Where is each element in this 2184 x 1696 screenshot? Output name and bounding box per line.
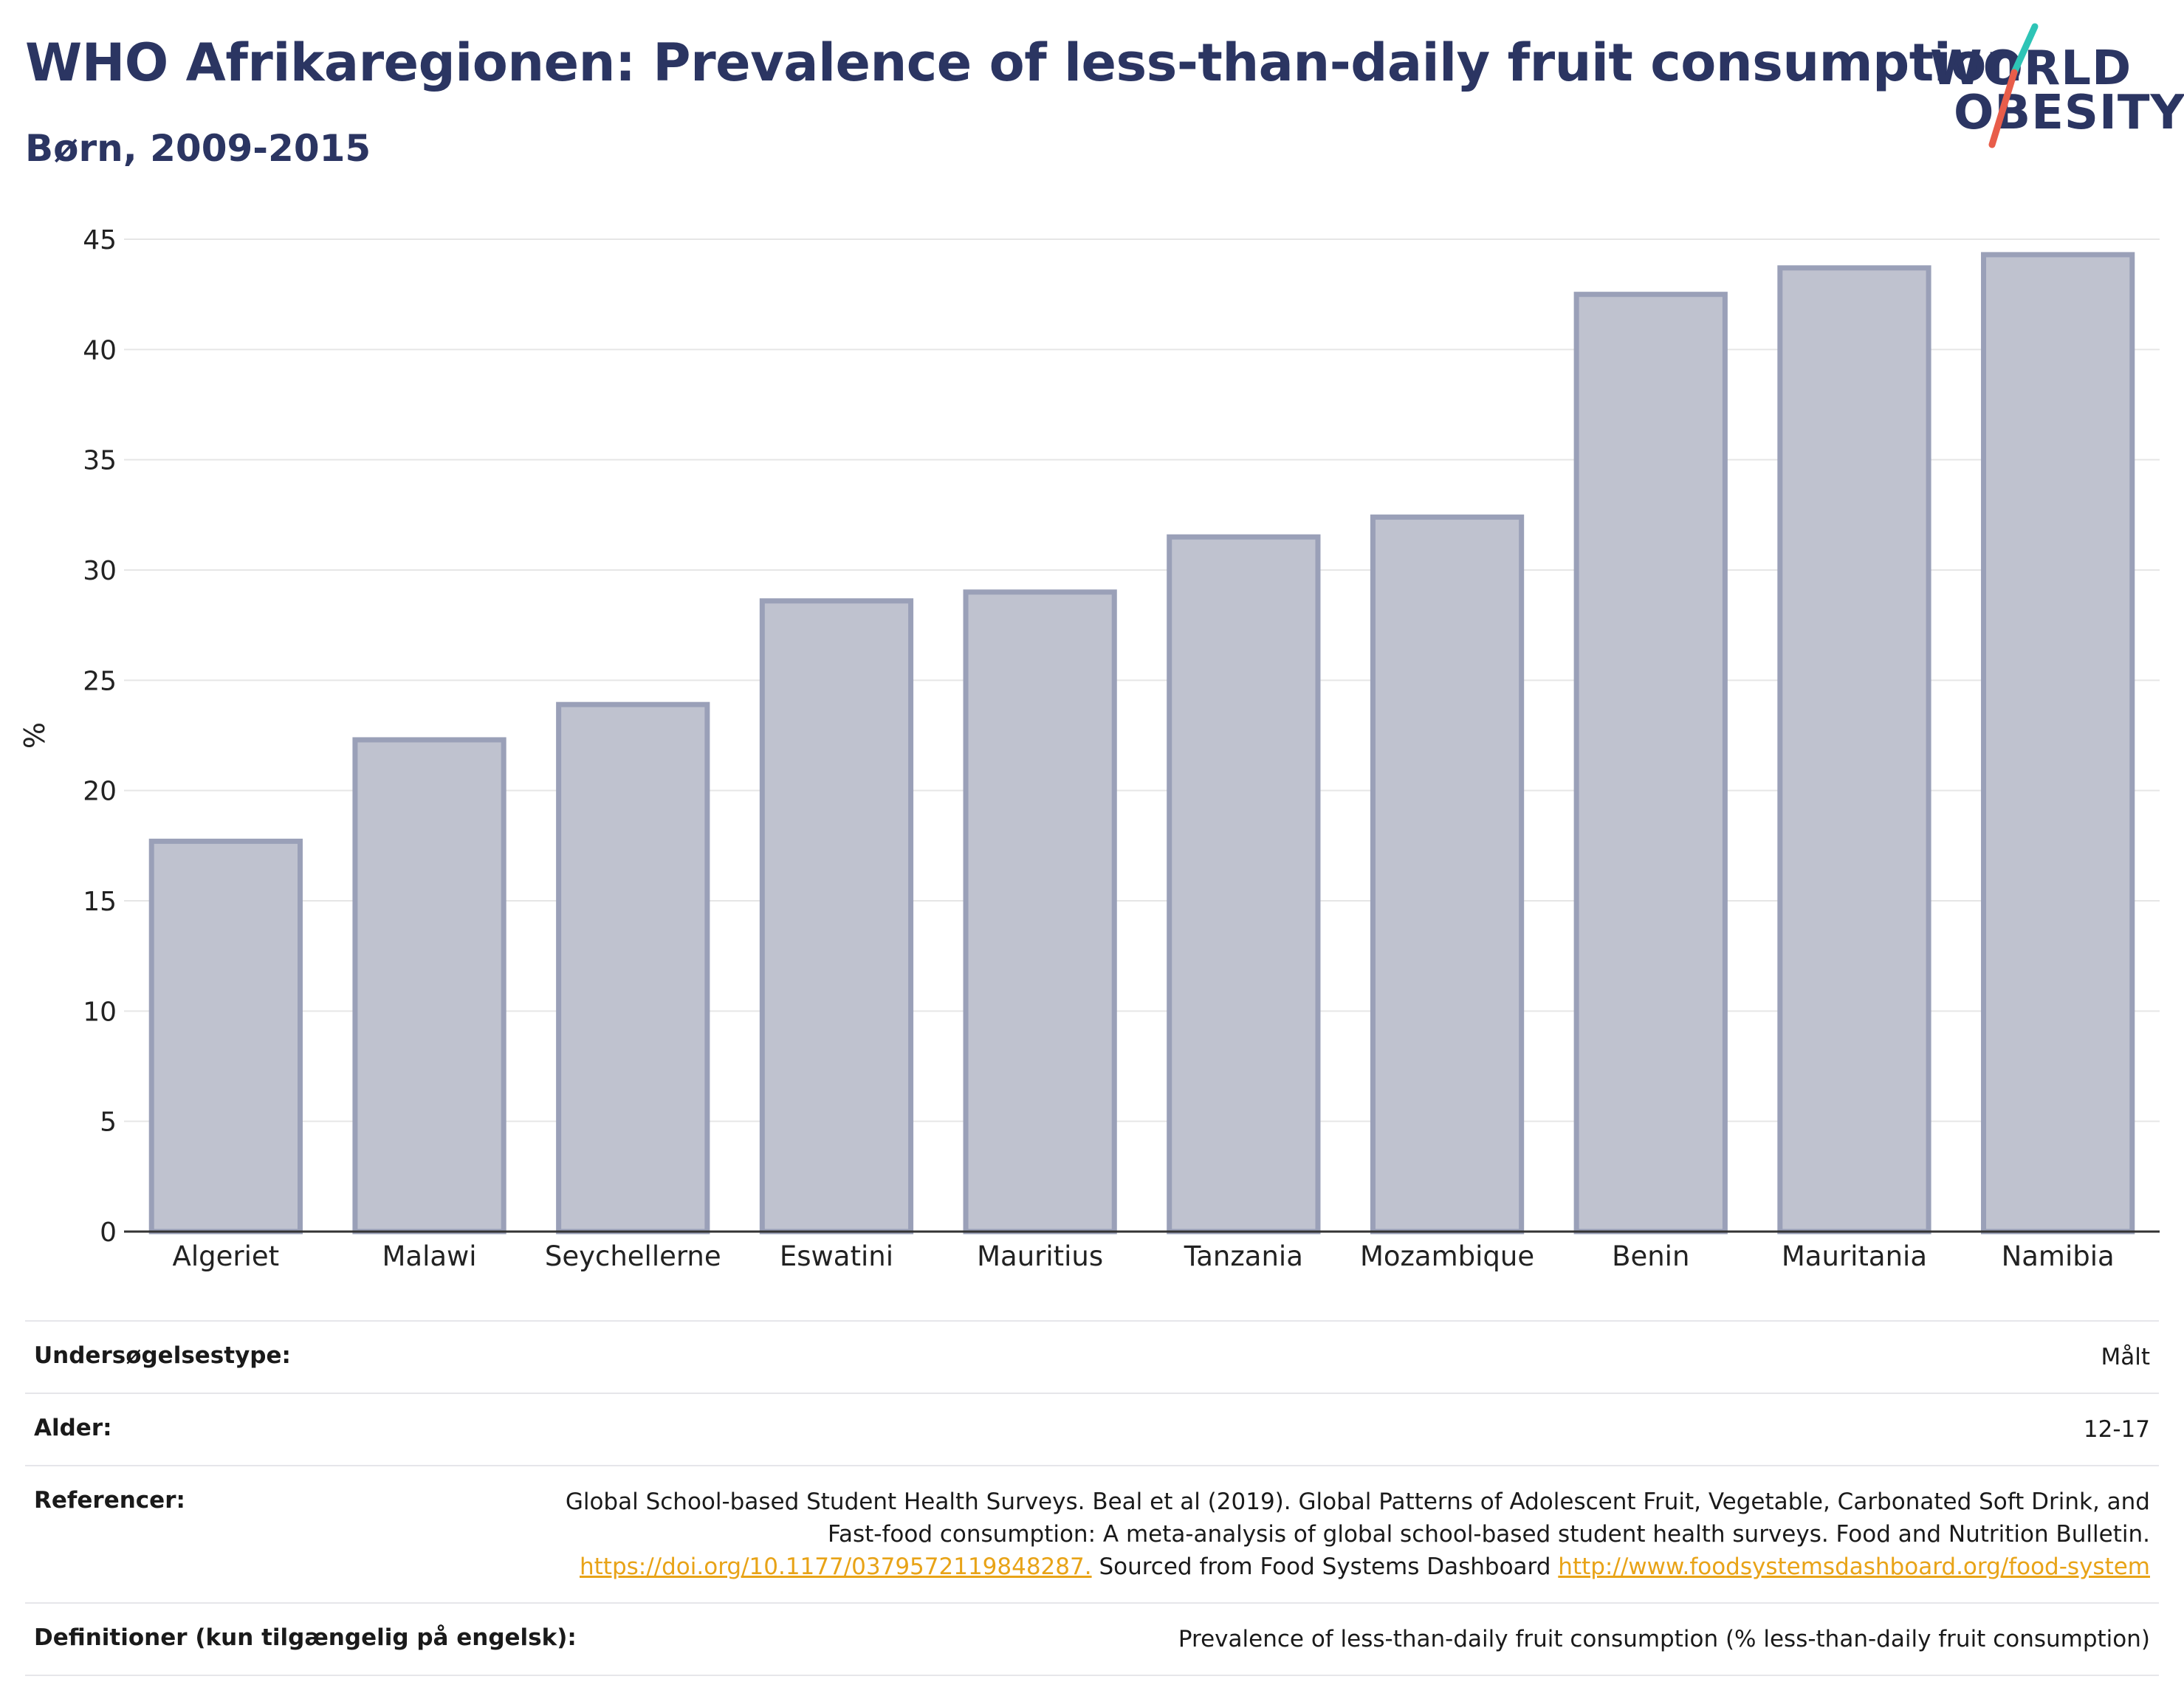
food-systems-link[interactable]: http://www.foodsystemsdashboard.org/food… <box>1558 1553 2150 1580</box>
x-tick-label: Mozambique <box>1360 1240 1534 1272</box>
y-tick-label: 5 <box>100 1108 117 1138</box>
bar-mauritania <box>1777 265 1931 1235</box>
meta-row-survey-type: Undersøgelsestype: Målt <box>25 1320 2159 1393</box>
bar-mauritius <box>963 589 1117 1235</box>
logo-slash-icon <box>1988 23 2039 148</box>
x-tick-label: Eswatini <box>780 1240 893 1272</box>
bar-mozambique <box>1370 514 1525 1235</box>
y-tick-label: 20 <box>83 777 117 807</box>
logo-line1: WORLD <box>1930 41 2132 96</box>
y-tick-label: 40 <box>83 335 117 365</box>
y-tick-labels: 0 5 10 15 20 25 30 35 40 45 <box>83 225 117 1248</box>
y-tick-label: 45 <box>83 225 117 255</box>
doi-link[interactable]: https://doi.org/10.1177/0379572119848287… <box>580 1553 1092 1580</box>
x-tick-label: Mauritius <box>977 1240 1103 1272</box>
bar-tanzania <box>1167 534 1321 1235</box>
y-tick-label: 10 <box>83 997 117 1027</box>
x-tick-label: Algeriet <box>173 1240 280 1272</box>
bar-seychellerne <box>556 701 710 1235</box>
meta-row-definitions: Definitioner (kun tilgængelig på engelsk… <box>25 1602 2159 1676</box>
x-tick-label: Seychellerne <box>545 1240 721 1272</box>
bar-eswatini <box>759 598 914 1235</box>
chart-subtitle: Børn, 2009-2015 <box>25 127 371 170</box>
y-axis-label: % <box>18 722 51 749</box>
bar-algeriet <box>148 838 303 1235</box>
meta-label: Alder: <box>34 1415 112 1441</box>
meta-row-references: Referencer: Global School-based Student … <box>25 1465 2159 1602</box>
y-tick-label: 0 <box>100 1218 117 1248</box>
meta-value: 12-17 <box>2083 1416 2150 1443</box>
x-tick-label: Namibia <box>2002 1240 2115 1272</box>
world-obesity-logo: WORLD OBESITY <box>1920 15 2184 155</box>
y-tick-label: 15 <box>83 887 117 917</box>
chart-title: WHO Afrikaregionen: Prevalence of less-t… <box>25 32 2023 93</box>
y-tick-label: 35 <box>83 446 117 476</box>
x-tick-label: Mauritania <box>1782 1240 1927 1272</box>
meta-row-age: Alder: 12-17 <box>25 1393 2159 1465</box>
x-tick-label: Benin <box>1612 1240 1689 1272</box>
bar-benin <box>1573 292 1728 1235</box>
y-tick-label: 25 <box>83 666 117 696</box>
meta-value: Målt <box>2101 1344 2150 1370</box>
bars <box>148 252 2135 1235</box>
bar-namibia <box>1981 252 2135 1235</box>
logo-line2: OBESITY <box>1954 86 2184 140</box>
meta-label: Referencer: <box>34 1487 185 1514</box>
x-tick-label: Tanzania <box>1184 1240 1303 1272</box>
meta-label: Undersøgelsestype: <box>34 1342 291 1369</box>
bar-chart: 0 5 10 15 20 25 30 35 40 45 Algeriet Malawi Seychel… <box>18 225 2160 1272</box>
bar-malawi <box>352 737 506 1235</box>
x-tick-label: Malawi <box>382 1240 477 1272</box>
meta-label: Definitioner (kun tilgængelig på engelsk… <box>34 1624 577 1651</box>
meta-value: Global School-based Student Health Surve… <box>25 1466 2159 1602</box>
x-tick-labels: Algeriet Malawi Seychellerne Eswatini Maurit… <box>173 1240 2115 1272</box>
y-tick-label: 30 <box>83 556 117 586</box>
metadata-table: Undersøgelsestype: Målt Alder: 12-17 Ref… <box>25 1320 2159 1676</box>
reference-text: Global School-based Student Health Surve… <box>565 1489 2150 1548</box>
meta-value: Prevalence of less-than-daily fruit cons… <box>1178 1626 2150 1652</box>
reference-source-text: Sourced from Food Systems Dashboard <box>1099 1553 1551 1580</box>
